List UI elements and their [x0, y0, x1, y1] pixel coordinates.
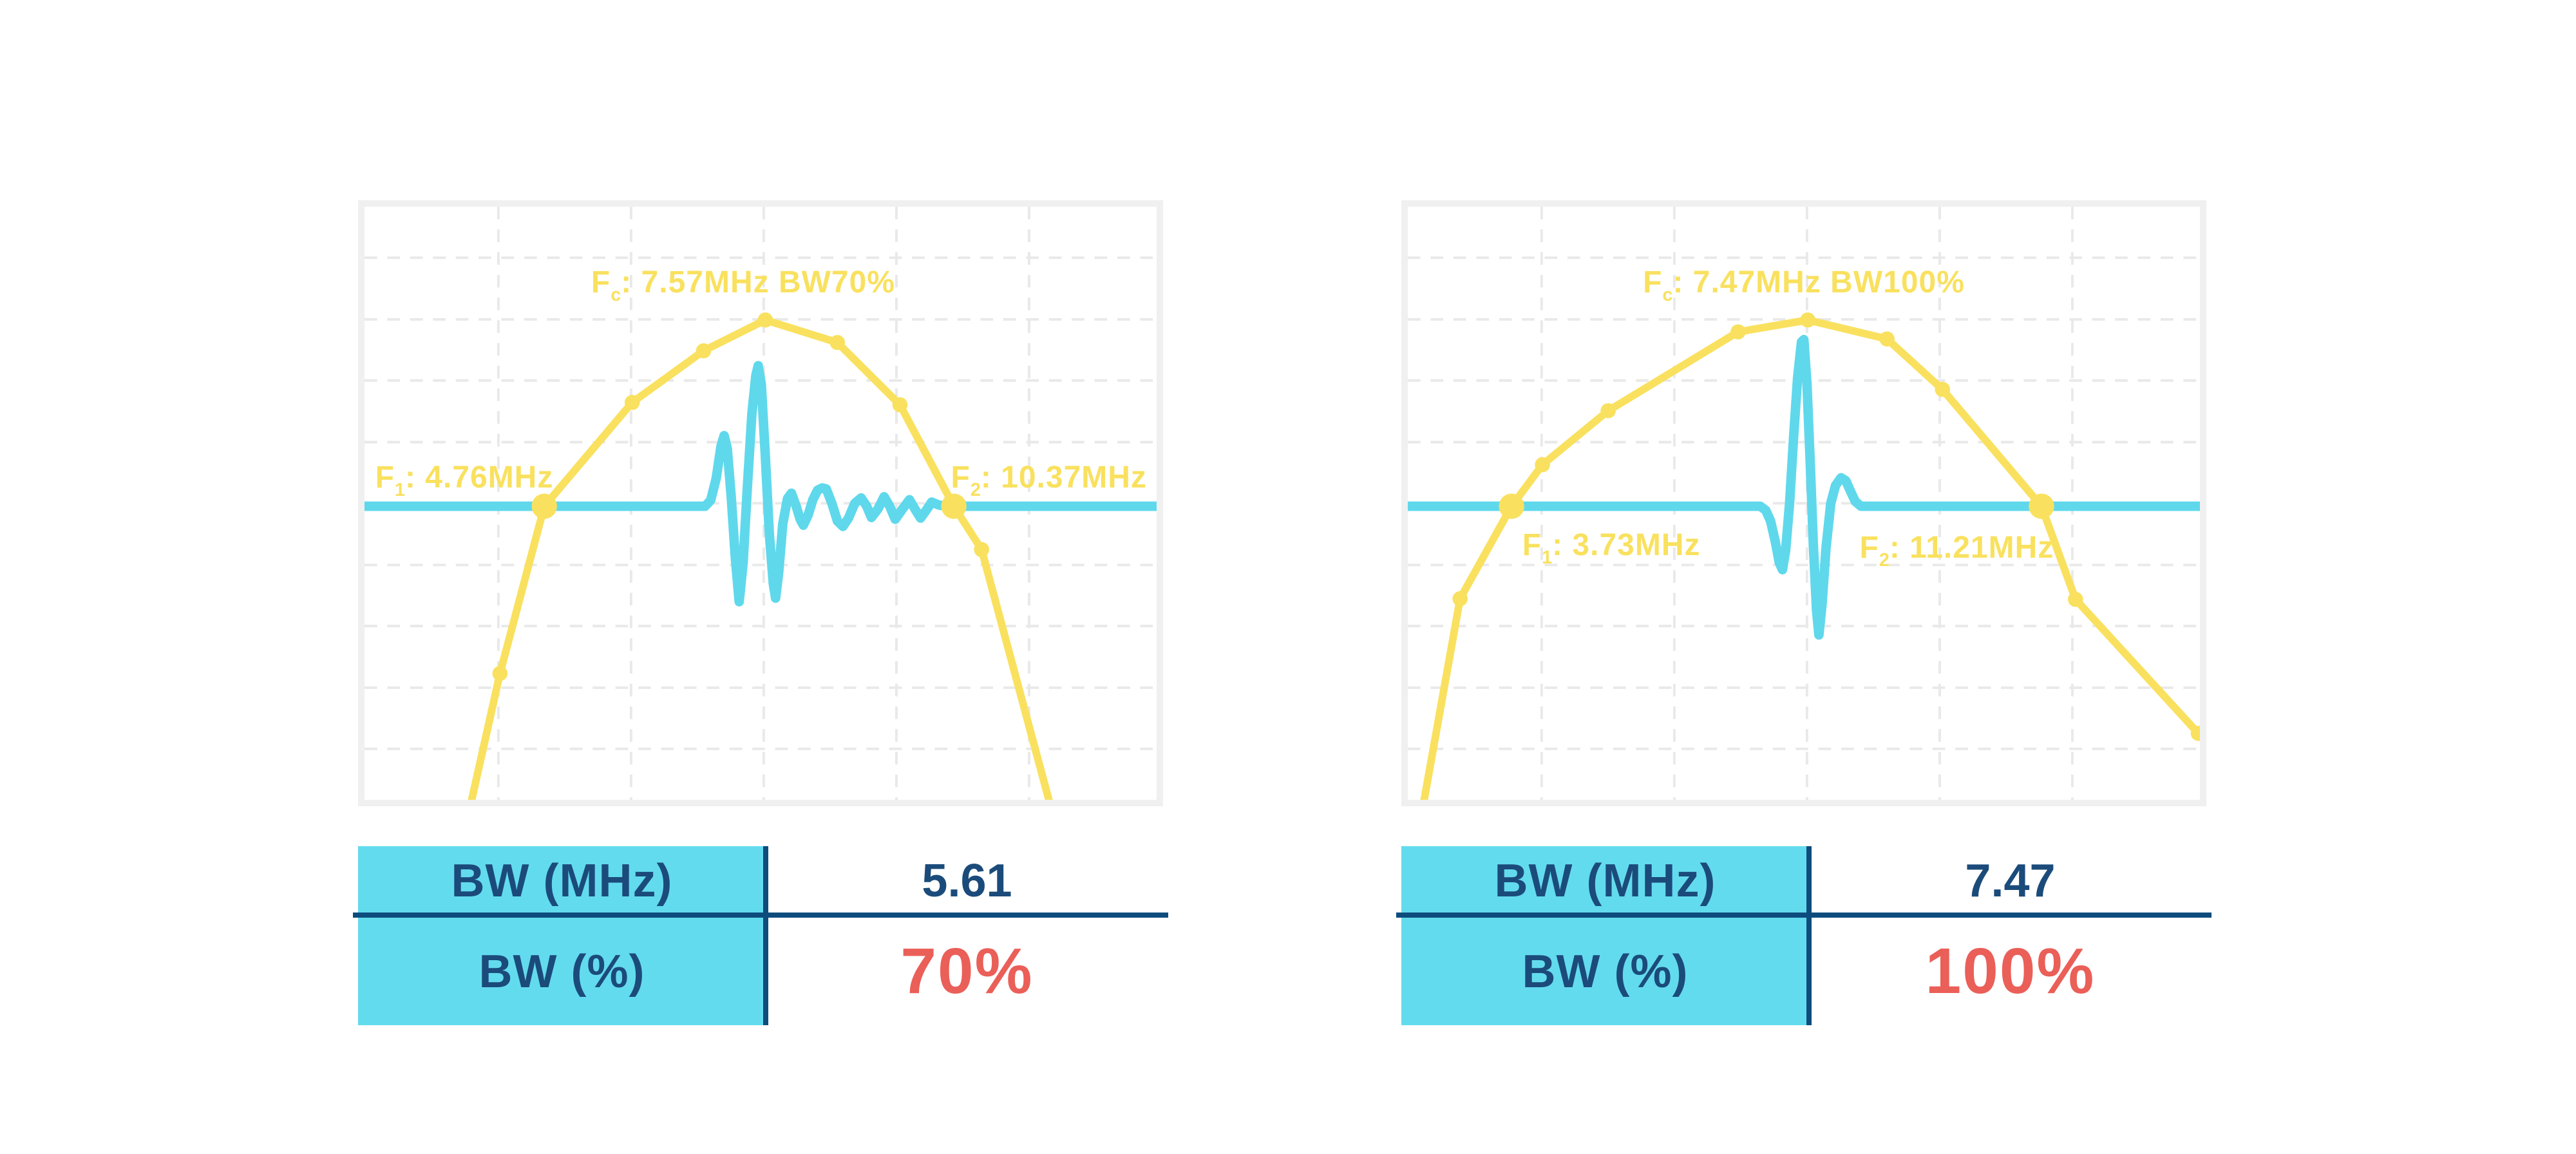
- f2-subscript: 2: [1879, 550, 1889, 571]
- f2-annotation: F2: 10.37MHz: [951, 460, 1147, 501]
- f1-annotation-rest: : 4.76MHz: [404, 460, 554, 495]
- table-row: BW (MHz) 5.61: [358, 846, 1168, 915]
- chart-bw70: Fc: 7.57MHz BW70% F1: 4.76MHz F2: 10.37M…: [358, 200, 1163, 806]
- bw-mhz-value-cell: 7.47: [1809, 846, 2211, 915]
- bw-pct-label-cell: BW (%): [1401, 918, 1809, 1025]
- f1-annotation: F1: 4.76MHz: [375, 460, 554, 501]
- fc-annotation-text: F: [1643, 265, 1663, 299]
- f2-annotation: F2: 11.21MHz: [1859, 530, 2054, 571]
- bw-mhz-label-cell: BW (MHz): [358, 846, 766, 915]
- fc-annotation: Fc: 7.57MHz BW70%: [591, 265, 895, 306]
- bw-mhz-value-cell: 5.61: [766, 846, 1168, 915]
- table-row-divider: [353, 913, 1168, 918]
- f1-annotation-text: F: [1522, 527, 1542, 562]
- table-row: BW (%) 70%: [358, 918, 1168, 1025]
- fc-subscript: c: [1662, 284, 1673, 305]
- bw-table-70: BW (MHz) 5.61 BW (%) 70%: [353, 846, 1168, 1025]
- fc-annotation-rest: : 7.47MHz BW100%: [1672, 265, 1965, 299]
- bw-pct-value-cell: 70%: [766, 918, 1168, 1025]
- fc-annotation-rest: : 7.57MHz BW70%: [621, 265, 895, 299]
- f1-subscript: 1: [1542, 547, 1553, 568]
- fc-annotation-text: F: [591, 265, 611, 299]
- fc-annotation: Fc: 7.47MHz BW100%: [1643, 265, 1965, 306]
- bw-pct-value-cell: 100%: [1809, 918, 2211, 1025]
- table-column-divider: [1806, 846, 1812, 1025]
- f2-annotation-text: F: [1859, 531, 1879, 565]
- table-row: BW (MHz) 7.47: [1401, 846, 2211, 915]
- fc-subscript: c: [611, 284, 621, 305]
- f1-annotation-rest: : 3.73MHz: [1552, 527, 1701, 562]
- chart-bw100-plot: [1408, 207, 2200, 800]
- f2-annotation-rest: : 10.37MHz: [980, 460, 1147, 495]
- table-column-divider: [763, 846, 768, 1025]
- f2-annotation-text: F: [951, 460, 971, 495]
- table-row: BW (%) 100%: [1401, 918, 2211, 1025]
- chart-bw100: Fc: 7.47MHz BW100% F1: 3.73MHz F2: 11.21…: [1401, 200, 2206, 806]
- f2-annotation-rest: : 11.21MHz: [1889, 531, 2054, 565]
- chart-bw70-plot: [365, 207, 1157, 800]
- f1-subscript: 1: [394, 479, 405, 500]
- table-row-divider: [1396, 913, 2211, 918]
- bw-table-100: BW (MHz) 7.47 BW (%) 100%: [1396, 846, 2211, 1025]
- bw-mhz-label-cell: BW (MHz): [1401, 846, 1809, 915]
- f1-annotation-text: F: [375, 460, 395, 495]
- f1-annotation: F1: 3.73MHz: [1522, 527, 1701, 569]
- bw-pct-label-cell: BW (%): [358, 918, 766, 1025]
- f2-subscript: 2: [970, 479, 981, 500]
